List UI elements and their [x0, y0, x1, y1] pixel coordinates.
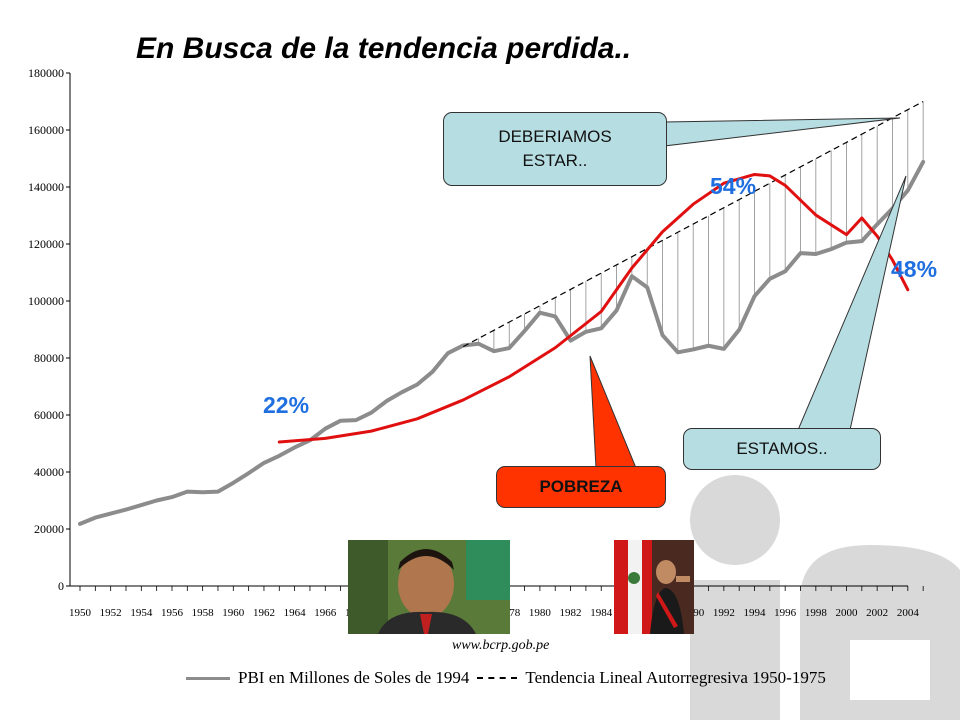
- callout-deberiamos-line1: DEBERIAMOS: [498, 127, 612, 146]
- poverty-label-1964: 22%: [263, 392, 310, 418]
- x-tick-label: 1998: [805, 607, 828, 619]
- callout-deberiamos-estar: DEBERIAMOS ESTAR..: [443, 112, 667, 186]
- x-tick-label: 1980: [529, 607, 552, 619]
- callout-pobreza-pointer: [589, 355, 637, 469]
- y-tick-label: 60000: [34, 408, 64, 422]
- y-tick-label: 140000: [28, 180, 64, 194]
- legend-gdp-swatch: [186, 676, 230, 680]
- callout-pobreza: POBREZA: [496, 466, 666, 508]
- poverty-label-2004: 48%: [891, 256, 938, 282]
- x-tick-label: 1994: [744, 607, 767, 619]
- x-tick-label: 2004: [897, 607, 920, 619]
- gdp-series-line: [78, 159, 926, 526]
- callout-estamos: ESTAMOS..: [683, 428, 881, 470]
- x-tick-label: 1982: [560, 607, 582, 619]
- y-tick-label: 20000: [34, 522, 64, 536]
- y-tick-label: 0: [58, 579, 64, 593]
- x-tick-label: 1992: [713, 607, 735, 619]
- chart-legend: PBI en Millones de Soles de 1994 Tendenc…: [186, 668, 826, 688]
- portrait-photo-left: [348, 540, 510, 634]
- callout-deberiamos-line2: ESTAR..: [522, 151, 588, 170]
- legend-trend-label: Tendencia Lineal Autorregresiva 1950-197…: [525, 668, 826, 687]
- x-tick-label: 1958: [192, 607, 215, 619]
- x-tick-label: 1954: [130, 607, 153, 619]
- x-tick-label: 1950: [69, 607, 92, 619]
- x-tick-label: 1964: [284, 607, 307, 619]
- x-tick-label: 2000: [836, 607, 859, 619]
- x-tick-label: 1966: [314, 607, 337, 619]
- legend-trend-swatch: [477, 677, 518, 679]
- poverty-label-1995: 54%: [710, 173, 757, 199]
- page-title: En Busca de la tendencia perdida..: [136, 32, 632, 65]
- y-tick-label: 100000: [28, 294, 64, 308]
- y-tick-label: 160000: [28, 123, 64, 137]
- y-tick-label: 180000: [28, 66, 64, 80]
- x-tick-label: 1960: [222, 607, 245, 619]
- y-tick-label: 120000: [28, 237, 64, 251]
- trend-series-line: [462, 100, 924, 348]
- x-tick-label: 1962: [253, 607, 275, 619]
- legend-gdp-label: PBI en Millones de Soles de 1994: [238, 668, 470, 687]
- x-tick-label: 1996: [774, 607, 797, 619]
- source-caption: www.bcrp.gob.pe: [452, 638, 550, 653]
- x-tick-label: 1956: [161, 607, 184, 619]
- x-tick-label: 1984: [590, 607, 613, 619]
- poverty-series-line: [277, 172, 910, 444]
- y-tick-label: 40000: [34, 465, 64, 479]
- x-tick-label: 2002: [866, 607, 888, 619]
- y-tick-label: 80000: [34, 351, 64, 365]
- portrait-photo-right: [614, 540, 694, 634]
- x-tick-label: 1952: [100, 607, 122, 619]
- callout-deberiamos-pointer: [663, 117, 901, 147]
